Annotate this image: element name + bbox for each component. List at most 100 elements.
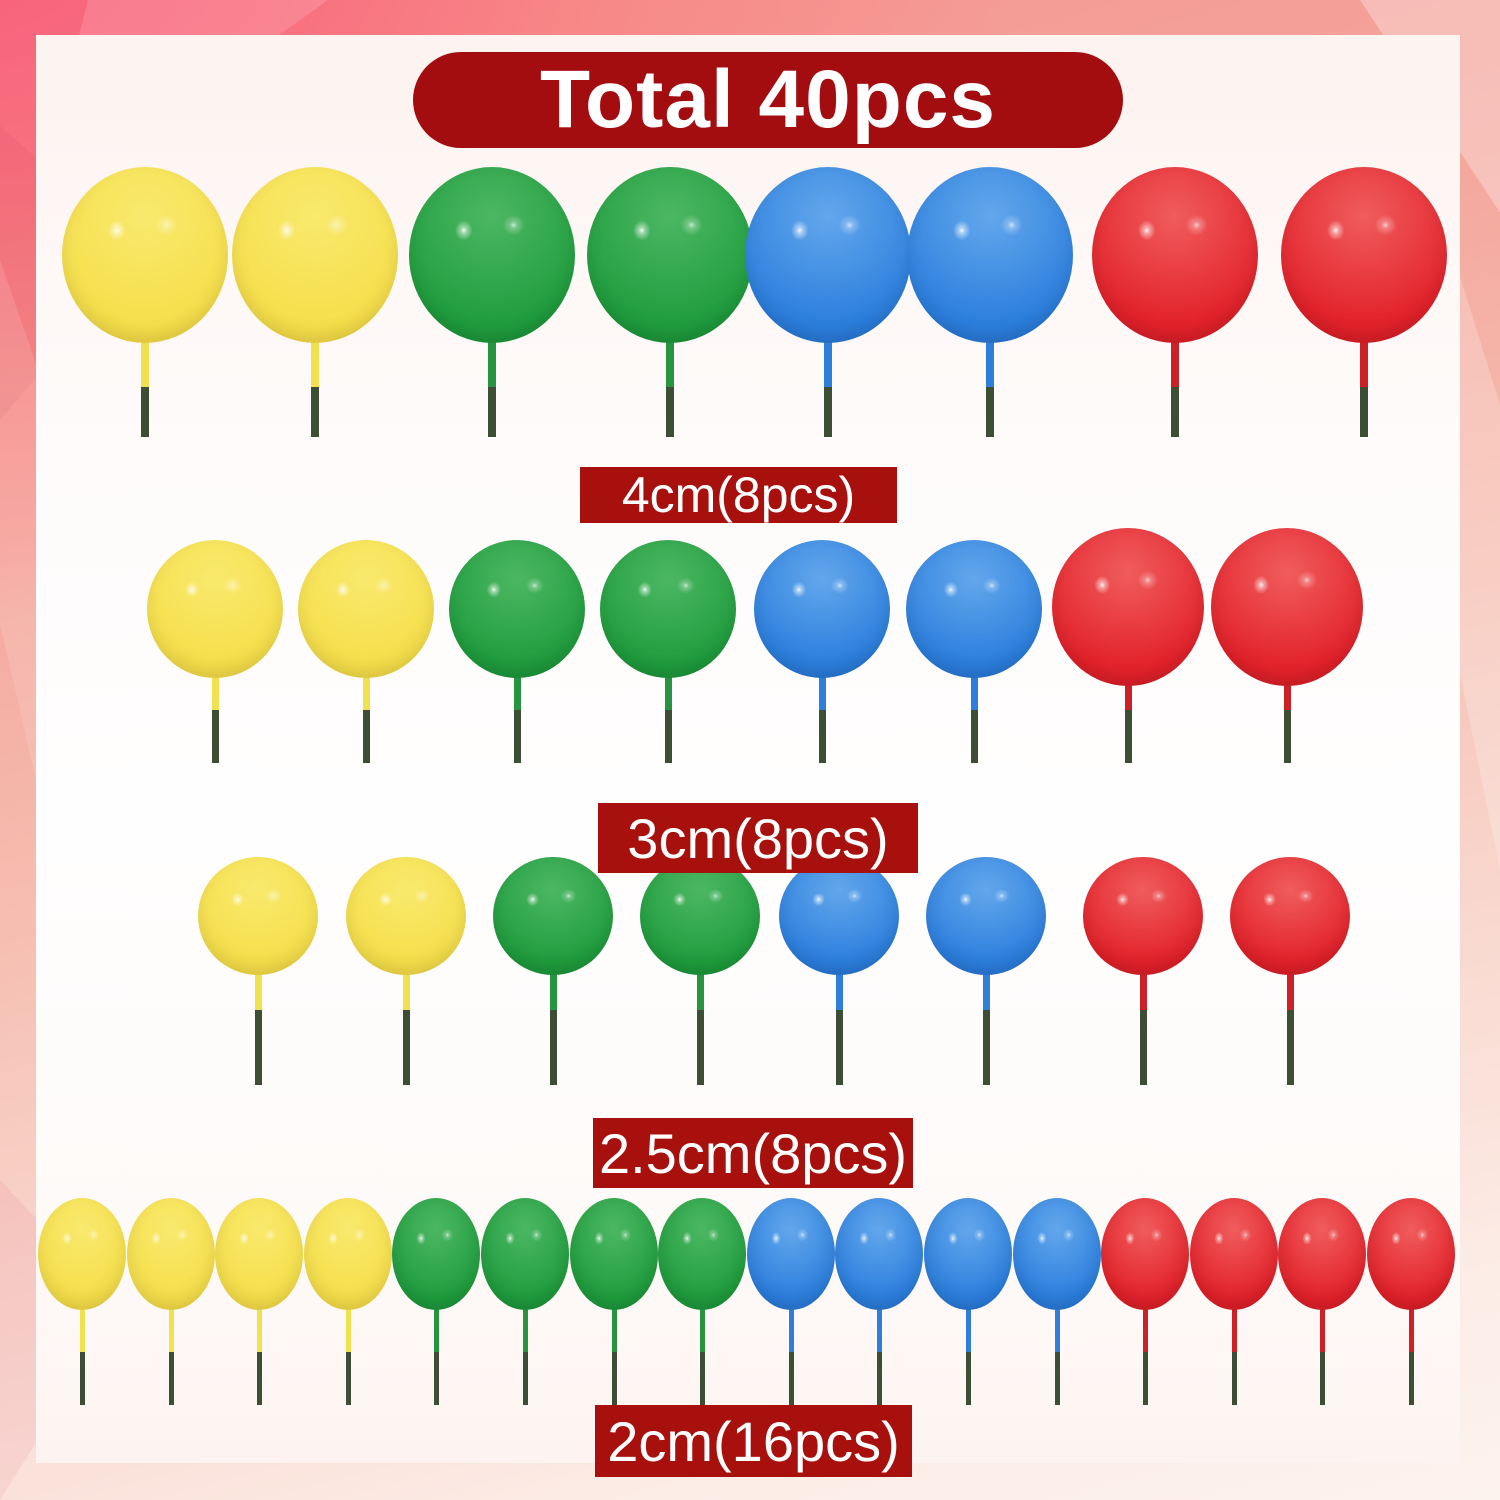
ball-stick-top	[1139, 971, 1147, 1010]
ball-red-3cm	[1052, 528, 1204, 686]
ball-stick-bottom	[254, 1010, 262, 1085]
ball-stick-bottom	[168, 1352, 174, 1405]
total-count-banner: Total 40pcs	[413, 52, 1123, 148]
ball-stick-top	[362, 674, 370, 710]
ball-stick-bottom	[402, 1010, 410, 1085]
ball-stick-top	[1171, 339, 1179, 387]
ball-green-2cm	[481, 1198, 569, 1310]
ball-stick-bottom	[1171, 387, 1179, 437]
ball-stick-top	[256, 1306, 262, 1352]
size-label-4cm: 4cm(8pcs)	[580, 467, 897, 523]
ball-stick-top	[818, 674, 826, 710]
ball-stick-bottom	[311, 387, 319, 437]
ball-blue-3cm	[906, 540, 1042, 678]
ball-stick-top	[666, 339, 674, 387]
ball-stick-bottom	[835, 1010, 843, 1085]
ball-stick-top	[141, 339, 149, 387]
ball-stick-top	[345, 1306, 351, 1352]
ball-stick-bottom	[1283, 710, 1291, 763]
ball-stick-top	[611, 1306, 617, 1352]
ball-stick-bottom	[1319, 1352, 1325, 1405]
ball-blue-2cm	[924, 1198, 1012, 1310]
ball-stick-top	[965, 1306, 971, 1352]
ball-stick-bottom	[211, 710, 219, 763]
ball-red-2cm	[1101, 1198, 1189, 1310]
ball-blue-4cm	[745, 167, 911, 343]
ball-stick-bottom	[549, 1010, 557, 1085]
ball-stick-top	[1231, 1306, 1237, 1352]
ball-stick-top	[168, 1306, 174, 1352]
ball-yellow-2cm	[304, 1198, 392, 1310]
ball-green-3cm	[449, 540, 585, 678]
ball-blue-2.5cm	[779, 857, 899, 975]
ball-stick-top	[254, 971, 262, 1010]
ball-stick-bottom	[611, 1352, 617, 1405]
size-label-2.5cm: 2.5cm(8pcs)	[593, 1118, 913, 1188]
ball-yellow-4cm	[62, 167, 228, 343]
ball-green-2.5cm	[640, 857, 760, 975]
ball-stick-bottom	[666, 387, 674, 437]
ball-stick-bottom	[699, 1352, 705, 1405]
ball-blue-3cm	[754, 540, 890, 678]
ball-stick-bottom	[1231, 1352, 1237, 1405]
ball-stick-top	[696, 971, 704, 1010]
ball-stick-bottom	[79, 1352, 85, 1405]
ball-stick-bottom	[788, 1352, 794, 1405]
ball-yellow-2.5cm	[198, 857, 318, 975]
ball-stick-top	[664, 674, 672, 710]
ball-stick-bottom	[876, 1352, 882, 1405]
ball-red-4cm	[1092, 167, 1258, 343]
ball-stick-top	[1054, 1306, 1060, 1352]
ball-stick-bottom	[824, 387, 832, 437]
ball-stick-top	[986, 339, 994, 387]
ball-stick-top	[549, 971, 557, 1010]
ball-stick-top	[1360, 339, 1368, 387]
ball-stick-top	[788, 1306, 794, 1352]
ball-stick-bottom	[970, 710, 978, 763]
ball-yellow-2.5cm	[346, 857, 466, 975]
ball-green-2cm	[570, 1198, 658, 1310]
ball-yellow-2cm	[38, 1198, 126, 1310]
ball-stick-bottom	[986, 387, 994, 437]
ball-stick-top	[1319, 1306, 1325, 1352]
ball-stick-bottom	[1408, 1352, 1414, 1405]
ball-stick-bottom	[965, 1352, 971, 1405]
ball-stick-top	[876, 1306, 882, 1352]
ball-stick-top	[1283, 682, 1291, 710]
ball-green-2cm	[392, 1198, 480, 1310]
ball-stick-top	[1124, 682, 1132, 710]
ball-blue-4cm	[907, 167, 1073, 343]
ball-stick-bottom	[513, 710, 521, 763]
ball-stick-top	[513, 674, 521, 710]
ball-green-3cm	[600, 540, 736, 678]
ball-stick-bottom	[1360, 387, 1368, 437]
ball-stick-bottom	[1142, 1352, 1148, 1405]
ball-red-2cm	[1367, 1198, 1455, 1310]
ball-yellow-2cm	[215, 1198, 303, 1310]
ball-stick-bottom	[1139, 1010, 1147, 1085]
ball-stick-bottom	[982, 1010, 990, 1085]
size-label-3cm: 3cm(8pcs)	[598, 803, 918, 873]
ball-yellow-4cm	[232, 167, 398, 343]
ball-yellow-2cm	[127, 1198, 215, 1310]
ball-stick-top	[522, 1306, 528, 1352]
ball-stick-top	[970, 674, 978, 710]
ball-stick-bottom	[696, 1010, 704, 1085]
ball-stick-top	[835, 971, 843, 1010]
ball-yellow-3cm	[298, 540, 434, 678]
ball-red-2cm	[1190, 1198, 1278, 1310]
ball-blue-2cm	[835, 1198, 923, 1310]
ball-stick-bottom	[433, 1352, 439, 1405]
ball-stick-top	[402, 971, 410, 1010]
ball-red-2.5cm	[1230, 857, 1350, 975]
size-label-text: 3cm(8pcs)	[627, 806, 889, 870]
size-label-2cm: 2cm(16pcs)	[595, 1405, 912, 1477]
ball-stick-bottom	[488, 387, 496, 437]
ball-red-3cm	[1211, 528, 1363, 686]
ball-stick-bottom	[522, 1352, 528, 1405]
ball-stick-bottom	[345, 1352, 351, 1405]
ball-stick-top	[433, 1306, 439, 1352]
ball-stick-bottom	[256, 1352, 262, 1405]
ball-stick-bottom	[664, 710, 672, 763]
size-label-text: 2.5cm(8pcs)	[598, 1121, 908, 1185]
